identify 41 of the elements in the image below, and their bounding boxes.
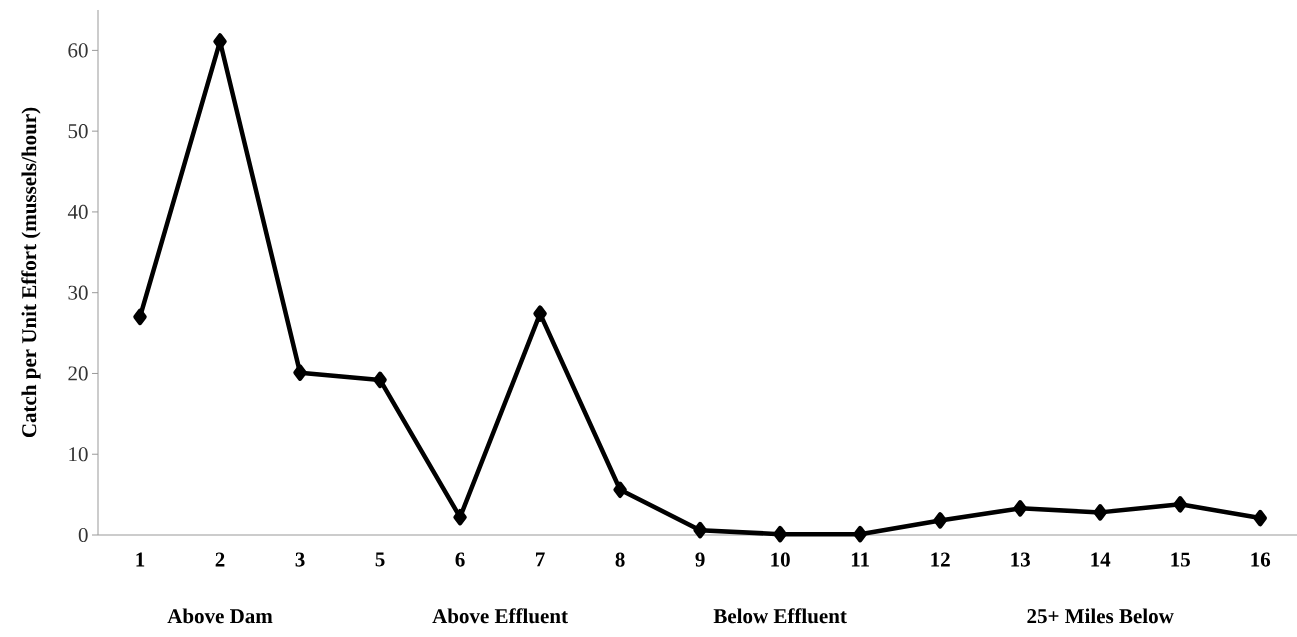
y-tick-label: 40	[67, 204, 88, 220]
x-tick-label: 2	[215, 552, 225, 567]
x-tick-label: 15	[1171, 552, 1190, 567]
x-tick-label: 3	[295, 552, 305, 567]
point	[853, 525, 867, 543]
x-tick-label: 5	[375, 552, 385, 567]
point	[773, 525, 787, 543]
x-tick-label: 9	[695, 552, 705, 567]
point	[693, 521, 707, 539]
y-axis-title: Catch per Unit Effort (mussels/hour)	[21, 107, 41, 438]
point	[613, 481, 627, 499]
text: Below Effluent	[713, 608, 847, 624]
point	[533, 305, 547, 322]
x-tick-label: 11	[851, 552, 869, 567]
text: Above Dam	[167, 608, 273, 624]
x-tick-label: 7	[536, 552, 545, 567]
point	[933, 512, 947, 529]
x-tick-label: 13	[1011, 552, 1030, 567]
point	[1093, 504, 1107, 521]
y-tick-label: 30	[68, 285, 88, 300]
point	[133, 308, 147, 326]
y-tick-label: 0	[78, 527, 88, 543]
x-tick-label: 6	[455, 552, 465, 567]
point	[1253, 509, 1267, 527]
y-tick-label: 50	[68, 124, 88, 139]
x-tick-label: 14	[1091, 552, 1111, 567]
x-tick-label: 8	[615, 552, 625, 567]
y-tick-label: 20	[68, 366, 88, 381]
point	[293, 364, 307, 381]
y-tick-label: 10	[69, 447, 88, 462]
text: 25+ Miles Below	[1027, 608, 1174, 624]
text: Above Effluent	[432, 608, 568, 624]
y-tick-label: 60	[68, 43, 88, 58]
point	[1013, 500, 1027, 517]
x-tick-label: 10	[771, 552, 790, 567]
point	[1173, 496, 1187, 513]
point	[373, 371, 387, 389]
point	[453, 508, 467, 526]
x-tick-label: 12	[931, 552, 950, 567]
x-tick-label: 16	[1251, 552, 1271, 567]
x-tick-label: 1	[136, 552, 145, 567]
